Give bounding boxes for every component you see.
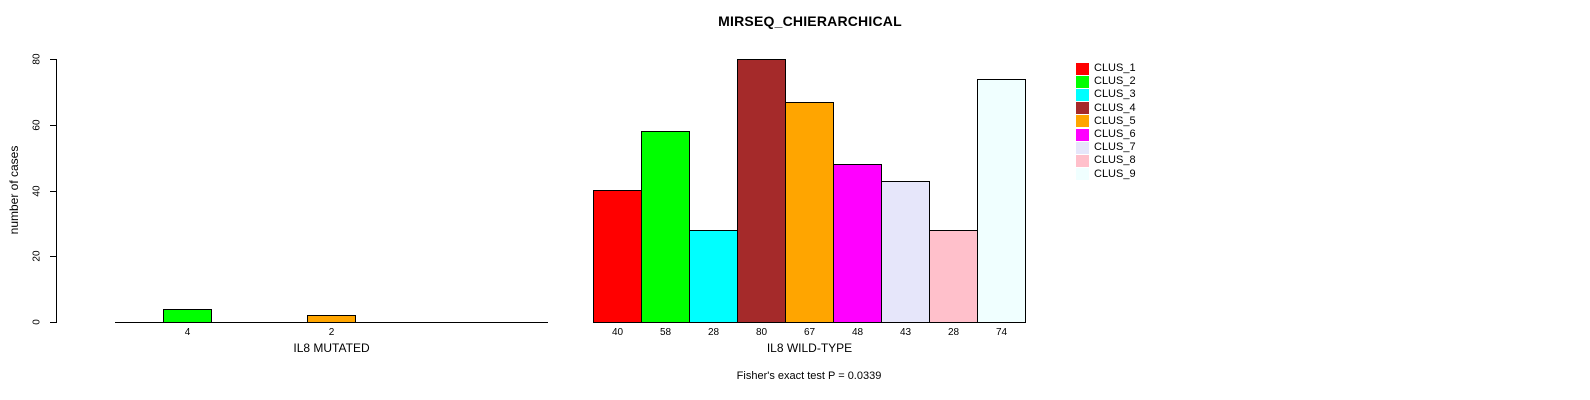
bar-clus-2 — [163, 309, 212, 323]
legend-item: CLUS_7 — [1076, 141, 1136, 154]
bar-value-label: 28 — [707, 327, 720, 338]
bar-clus-5 — [785, 102, 834, 323]
y-axis-tick — [50, 59, 56, 60]
legend-swatch-icon — [1076, 88, 1089, 101]
bar-clus-7 — [881, 181, 930, 323]
legend-item: CLUS_9 — [1076, 168, 1136, 181]
legend-label: CLUS_9 — [1094, 167, 1136, 180]
y-axis-tick — [50, 191, 56, 192]
legend-item: CLUS_3 — [1076, 88, 1136, 101]
bar-value-label: 74 — [995, 327, 1008, 338]
bar-clus-2 — [641, 131, 690, 323]
legend-swatch-icon — [1076, 75, 1089, 88]
legend-swatch-icon — [1076, 154, 1089, 167]
bar-value-label: 28 — [947, 327, 960, 338]
bar-value-label: 4 — [184, 327, 191, 338]
legend-label: CLUS_1 — [1094, 62, 1136, 75]
bar-clus-6 — [833, 164, 882, 323]
x-axis-label: IL8 WILD-TYPE — [766, 341, 853, 355]
y-axis-tick — [50, 256, 56, 257]
legend-item: CLUS_1 — [1076, 62, 1136, 75]
bar-value-label: 80 — [755, 327, 768, 338]
y-axis-line — [56, 59, 57, 323]
bar-clus-8 — [929, 230, 978, 323]
bar-value-label: 43 — [899, 327, 912, 338]
bar-clus-1 — [593, 190, 642, 323]
bar-value-label: 2 — [328, 327, 335, 338]
legend-item: CLUS_8 — [1076, 154, 1136, 167]
y-axis-tick-label: 40 — [31, 185, 43, 197]
legend-label: CLUS_2 — [1094, 75, 1136, 88]
legend-label: CLUS_5 — [1094, 114, 1136, 127]
legend: CLUS_1 CLUS_2 CLUS_3 CLUS_4 CLUS_5 CLUS_6 CLUS… — [1076, 62, 1136, 181]
y-axis-tick-label: 60 — [31, 119, 43, 131]
legend-item: CLUS_6 — [1076, 128, 1136, 141]
bar-value-label: 40 — [611, 327, 624, 338]
legend-swatch-icon — [1076, 62, 1089, 75]
legend-swatch-icon — [1076, 102, 1089, 115]
legend-label: CLUS_7 — [1094, 141, 1136, 154]
legend-item: CLUS_5 — [1076, 115, 1136, 128]
y-axis-tick-label: 80 — [31, 53, 43, 65]
legend-swatch-icon — [1076, 141, 1089, 154]
bar-clus-5 — [307, 315, 356, 323]
bar-value-label: 48 — [851, 327, 864, 338]
chart-title: MIRSEQ_CHIERARCHICAL — [718, 13, 902, 29]
bar-clus-4 — [737, 59, 786, 323]
y-axis-tick-label: 0 — [31, 319, 43, 325]
y-axis-tick — [50, 125, 56, 126]
bar-clus-3 — [689, 230, 738, 323]
bar-value-label: 67 — [803, 327, 816, 338]
legend-item: CLUS_2 — [1076, 75, 1136, 88]
legend-label: CLUS_6 — [1094, 128, 1136, 141]
bar-value-label: 58 — [659, 327, 672, 338]
legend-swatch-icon — [1076, 168, 1089, 181]
y-axis-tick — [50, 322, 56, 323]
legend-label: CLUS_4 — [1094, 101, 1136, 114]
x-axis-label: IL8 MUTATED — [293, 341, 370, 355]
y-axis-tick-label: 20 — [31, 250, 43, 262]
bar-clus-9 — [977, 79, 1026, 323]
legend-swatch-icon — [1076, 115, 1089, 128]
legend-label: CLUS_8 — [1094, 154, 1136, 167]
legend-item: CLUS_4 — [1076, 102, 1136, 115]
legend-swatch-icon — [1076, 128, 1089, 141]
fisher-test-annotation: Fisher's exact test P = 0.0339 — [736, 370, 882, 382]
y-axis-label: number of cases — [7, 145, 21, 235]
legend-label: CLUS_3 — [1094, 88, 1136, 101]
